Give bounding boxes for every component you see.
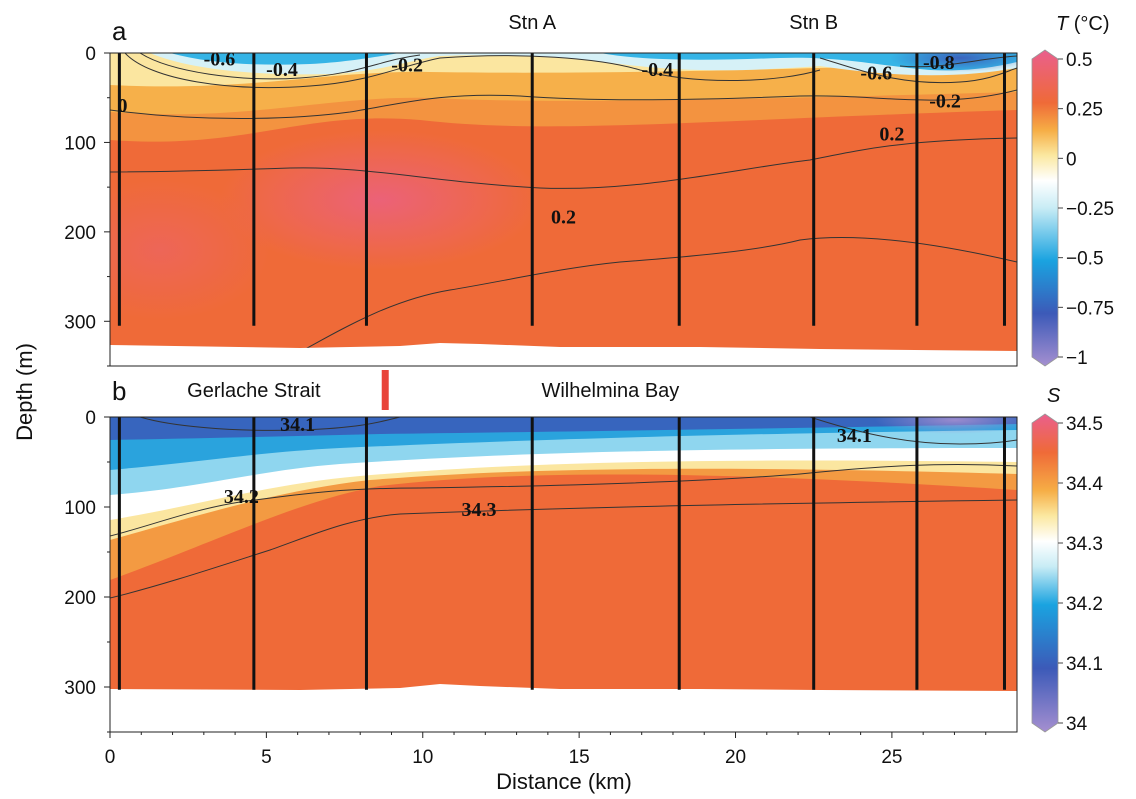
x-tick-label: 15 xyxy=(569,747,590,768)
colorbar-tick-label: 34.4 xyxy=(1066,474,1103,495)
colorbar-b-bar xyxy=(1031,413,1059,733)
colorbar-tick-label: 34.3 xyxy=(1066,534,1103,555)
colorbar-tick-label: 0.25 xyxy=(1066,100,1103,121)
station-lines-b xyxy=(117,417,1006,690)
cold-core-east xyxy=(890,53,1017,72)
contour-label: 0.2 xyxy=(879,123,904,145)
region-label: Wilhelmina Bay xyxy=(541,380,679,402)
region-divider xyxy=(381,370,389,410)
y-tick-label: 0 xyxy=(85,408,96,429)
seabed-a xyxy=(110,343,1017,366)
colorbar-tick-label: −0.5 xyxy=(1066,249,1104,270)
colorbar-tick-label: 34.2 xyxy=(1066,594,1103,615)
x-tick-label: 0 xyxy=(105,747,116,768)
isohaline-343 xyxy=(110,499,1017,599)
colorbar-tick-label: −0.25 xyxy=(1066,199,1114,220)
y-tick-label: 100 xyxy=(64,133,96,154)
seabed-b xyxy=(110,684,1017,732)
temperature-field: -0.6 -0.4 -0.2 0 -0.4 -0.6 -0.8 -0.2 0.2 0.2 xyxy=(110,48,1017,366)
contour-label: -0.8 xyxy=(923,52,955,74)
warm-core-west xyxy=(110,180,270,320)
colorbar-tick-label: 0 xyxy=(1066,149,1077,170)
y-tick-label: 300 xyxy=(64,312,96,333)
contour-label: 34.1 xyxy=(280,414,315,436)
colorbar-b-ticks: 34.5 34.4 34.3 34.2 34.1 34 xyxy=(1058,414,1103,735)
contour-label: -0.2 xyxy=(929,90,961,112)
y-axis-a: 0 100 200 300 xyxy=(64,44,110,367)
y-tick-label: 200 xyxy=(64,588,96,609)
x-tick-label: 20 xyxy=(725,747,746,768)
y-tick-label: 0 xyxy=(85,44,96,65)
station-label: Stn A xyxy=(508,12,556,34)
y-axis-label: Depth (m) xyxy=(12,343,37,441)
colorbar-tick-label: 0.5 xyxy=(1066,50,1092,71)
contour-label: 34.1 xyxy=(837,425,872,447)
isohaline-341-east xyxy=(809,417,1017,445)
isotherm-neg04 xyxy=(124,53,821,88)
contour-label: 0 xyxy=(118,95,128,117)
colorbar-tick-label: −0.75 xyxy=(1066,298,1114,319)
fresh-core-east xyxy=(875,417,1017,434)
isotherm-0 xyxy=(110,89,1017,119)
isohalines xyxy=(110,417,1017,599)
colorbar-tick-label: 34 xyxy=(1066,714,1088,735)
plot-frame-a xyxy=(109,52,1018,367)
y-axis-b: 0 100 200 300 xyxy=(64,408,110,733)
x-tick-label: 25 xyxy=(881,747,902,768)
contour-label: -0.2 xyxy=(391,55,423,77)
colorbar-a-bar xyxy=(1031,49,1059,367)
y-tick-label: 200 xyxy=(64,223,96,244)
salinity-field: 34.1 34.2 34.3 34.1 xyxy=(110,414,1017,732)
region-labels: Gerlache Strait Wilhelmina Bay xyxy=(187,380,679,402)
contour-labels-b: 34.1 34.2 34.3 34.1 xyxy=(224,414,872,521)
warm-core xyxy=(220,130,540,270)
salinity-layer-deepblue xyxy=(110,417,1017,440)
x-tick-label: 10 xyxy=(412,747,433,768)
station-labels: Stn A Stn B xyxy=(508,12,838,34)
colorbar-tick-label: −1 xyxy=(1066,348,1088,369)
isotherm-02-upper xyxy=(110,137,1017,189)
panel-label-a: a xyxy=(112,16,127,46)
isohaline-342 xyxy=(110,463,1017,537)
contour-label: 0.2 xyxy=(551,207,576,229)
colorbar-b-title: S xyxy=(1047,385,1061,407)
station-label: Stn B xyxy=(789,12,838,34)
y-tick-label: 100 xyxy=(64,498,96,519)
x-axis-b: 0 5 10 15 20 25 xyxy=(105,732,987,768)
panel-label-b: b xyxy=(112,376,126,406)
contour-label: 34.2 xyxy=(224,486,259,508)
station-lines-a xyxy=(117,53,1006,326)
contour-label: 34.3 xyxy=(462,499,497,521)
colorbar-salinity: 34.5 34.4 34.3 34.2 34.1 34 S xyxy=(1031,385,1103,735)
x-tick-label: 5 xyxy=(261,747,272,768)
colorbar-a-var: T xyxy=(1056,13,1070,35)
x-axis-label: Distance (km) xyxy=(496,769,632,794)
colorbar-a-ticks: 0.5 0.25 0 −0.25 −0.5 −0.75 −1 xyxy=(1058,50,1114,369)
panel-b: 34.1 34.2 34.3 34.1 0 100 200 300 0 5 10 15 20 25 b… xyxy=(64,370,1103,794)
isotherm-02-lower xyxy=(299,236,1017,353)
colorbar-a-unit: (°C) xyxy=(1068,13,1109,35)
y-tick-label: 300 xyxy=(64,678,96,699)
colorbar-a-title: T (°C) xyxy=(1056,13,1110,35)
isotherm-neg06 xyxy=(139,53,421,80)
colorbar-tick-label: 34.1 xyxy=(1066,654,1103,675)
contour-label: -0.4 xyxy=(266,59,298,81)
colorbar-temperature: 0.5 0.25 0 −0.25 −0.5 −0.75 −1 T (°C) xyxy=(1031,13,1114,369)
colorbar-tick-label: 34.5 xyxy=(1066,414,1103,435)
region-label: Gerlache Strait xyxy=(187,380,321,402)
panel-a: -0.6 -0.4 -0.2 0 -0.4 -0.6 -0.8 -0.2 0.2 0.2 0 100… xyxy=(64,12,1114,369)
isohaline-341-west xyxy=(139,417,401,431)
contour-label: -0.6 xyxy=(204,48,236,70)
plot-frame-b xyxy=(109,416,1018,733)
cold-lens-west xyxy=(170,53,400,65)
isotherms xyxy=(110,53,1017,353)
contour-labels-a: -0.6 -0.4 -0.2 0 -0.4 -0.6 -0.8 -0.2 0.2 0.2 xyxy=(118,48,961,229)
isotherm-neg06-east xyxy=(819,57,1017,84)
contour-label: -0.4 xyxy=(641,59,673,81)
contour-label: -0.6 xyxy=(860,63,892,85)
